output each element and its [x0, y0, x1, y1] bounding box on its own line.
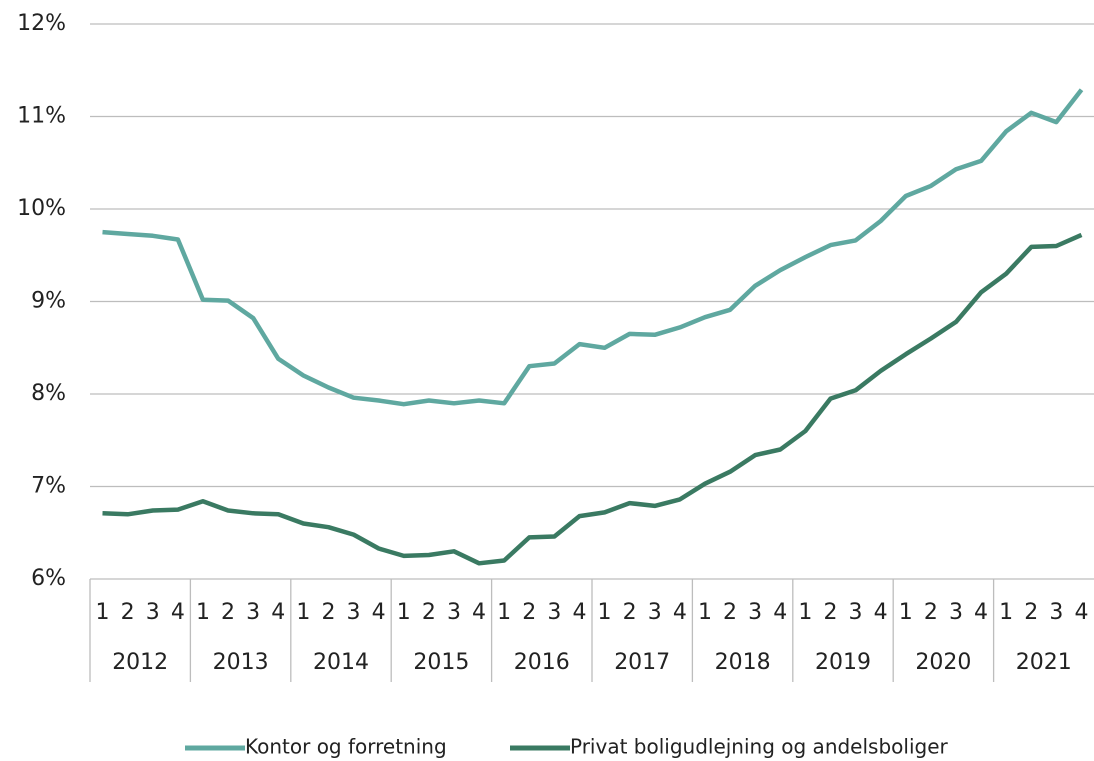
x-tick-label: 1: [397, 600, 411, 625]
x-tick-label: 4: [974, 600, 988, 625]
x-group-label: 2012: [112, 650, 168, 675]
y-tick-label: 9%: [31, 289, 66, 314]
y-tick-label: 8%: [31, 381, 66, 406]
x-tick-label: 2: [723, 600, 737, 625]
x-tick-label: 2: [321, 600, 335, 625]
x-tick-label: 2: [221, 600, 235, 625]
legend-label: Privat boligudlejning og andelsboliger: [570, 735, 949, 759]
x-tick-label: 4: [773, 600, 787, 625]
x-tick-label: 2: [422, 600, 436, 625]
x-tick-label: 3: [447, 600, 461, 625]
x-tick-label: 4: [673, 600, 687, 625]
line-series: [102, 88, 1084, 407]
y-tick-label: 6%: [31, 566, 66, 591]
x-tick-label: 3: [648, 600, 662, 625]
x-group-label: 2013: [213, 650, 269, 675]
x-tick-label: 3: [849, 600, 863, 625]
x-tick-label: 2: [121, 600, 135, 625]
x-tick-label: 1: [497, 600, 511, 625]
x-group-label: 2019: [815, 650, 871, 675]
x-tick-label: 4: [271, 600, 285, 625]
x-tick-label: 1: [296, 600, 310, 625]
x-tick-label: 3: [547, 600, 561, 625]
x-tick-label: 1: [798, 600, 812, 625]
x-tick-label: 1: [96, 600, 110, 625]
x-tick-label: 1: [196, 600, 210, 625]
x-group-label: 2018: [715, 650, 771, 675]
x-tick-label: 4: [572, 600, 586, 625]
x-group-label: 2020: [915, 650, 971, 675]
x-tick-label: 3: [246, 600, 260, 625]
x-tick-label: 4: [171, 600, 185, 625]
x-tick-label: 2: [623, 600, 637, 625]
legend-label: Kontor og forretning: [245, 735, 447, 759]
x-tick-label: 2: [1024, 600, 1038, 625]
x-tick-label: 4: [372, 600, 386, 625]
x-tick-label: 3: [347, 600, 361, 625]
y-tick-label: 10%: [17, 196, 66, 221]
x-tick-label: 3: [146, 600, 160, 625]
y-tick-label: 11%: [17, 104, 66, 129]
line-series: [102, 232, 1083, 566]
x-tick-label: 1: [698, 600, 712, 625]
x-tick-label: 1: [598, 600, 612, 625]
x-group-label: 2014: [313, 650, 369, 675]
x-tick-label: 1: [999, 600, 1013, 625]
x-tick-label: 1: [899, 600, 913, 625]
x-group-label: 2021: [1016, 650, 1072, 675]
x-tick-label: 2: [924, 600, 938, 625]
x-tick-label: 4: [472, 600, 486, 625]
x-group-label: 2016: [514, 650, 570, 675]
x-tick-label: 2: [823, 600, 837, 625]
y-tick-label: 12%: [17, 11, 66, 36]
x-tick-label: 2: [522, 600, 536, 625]
x-group-label: 2015: [413, 650, 469, 675]
x-group-label: 2017: [614, 650, 670, 675]
x-tick-label: 4: [874, 600, 888, 625]
x-tick-label: 3: [949, 600, 963, 625]
x-tick-label: 3: [1049, 600, 1063, 625]
x-tick-label: 3: [748, 600, 762, 625]
y-tick-label: 7%: [31, 474, 66, 499]
x-tick-label: 4: [1074, 600, 1088, 625]
